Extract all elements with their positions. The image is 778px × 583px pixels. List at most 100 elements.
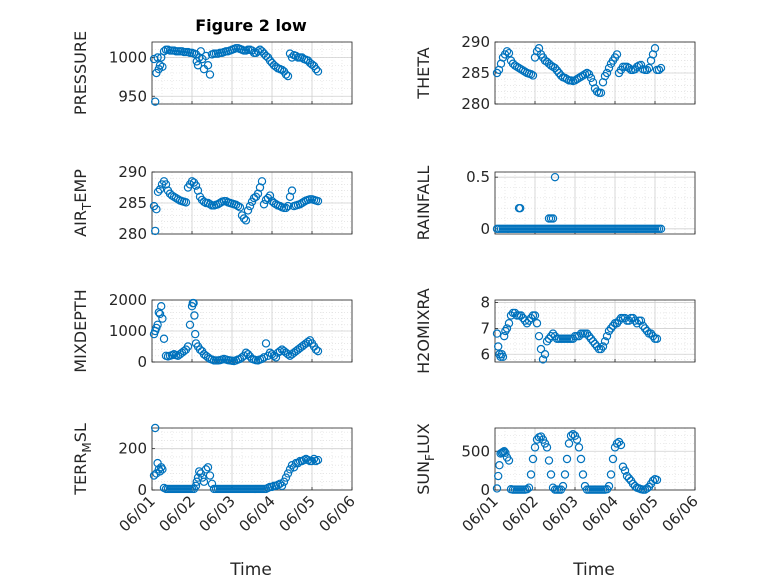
data-point xyxy=(546,470,556,479)
panel-rainfall: 0 0.5 RAINFALL xyxy=(414,166,696,241)
data-point xyxy=(640,324,650,333)
x-tick-label: 06/04 xyxy=(579,492,622,535)
data-point xyxy=(205,471,215,480)
data-point xyxy=(604,326,614,336)
x-axis-label-left: Time xyxy=(229,560,272,580)
data-point xyxy=(150,97,160,106)
data-point xyxy=(582,329,592,338)
data-point xyxy=(153,53,162,62)
data-point xyxy=(307,456,317,466)
data-point xyxy=(526,470,536,479)
x-axis-label-right: Time xyxy=(572,560,615,580)
data-point xyxy=(283,350,293,359)
data-point xyxy=(538,355,548,364)
data-point xyxy=(612,50,622,59)
y-axis-label: H2OMIXRA xyxy=(414,288,433,374)
data-point xyxy=(281,70,291,79)
y-tick-label: 500 xyxy=(461,442,490,460)
data-point xyxy=(309,454,319,464)
data-point xyxy=(191,181,201,190)
y-axis-label: TERRMSL xyxy=(71,423,94,496)
data-point xyxy=(198,473,207,482)
data-point xyxy=(265,191,275,200)
data-point xyxy=(243,206,253,215)
x-tick-label: 06/02 xyxy=(499,492,542,535)
data-point xyxy=(568,430,578,439)
data-point xyxy=(606,324,616,333)
data-point xyxy=(279,477,289,486)
data-point xyxy=(530,311,540,320)
data-point xyxy=(590,339,600,349)
data-point xyxy=(155,61,165,70)
data-point xyxy=(652,475,662,485)
data-point xyxy=(245,201,255,211)
data-point xyxy=(311,345,321,354)
data-point xyxy=(193,61,203,70)
y-tick-label: 1000 xyxy=(109,322,147,340)
data-point xyxy=(602,68,612,78)
data-point xyxy=(578,470,588,479)
data-point xyxy=(259,353,269,362)
data-point xyxy=(159,334,169,343)
y-tick-label: 280 xyxy=(118,225,147,243)
data-point xyxy=(532,319,542,328)
panel-terr-msl: 020006/0106/0206/0306/0406/0506/06TERRMS… xyxy=(71,423,359,535)
data-point xyxy=(548,214,558,223)
data-point xyxy=(564,439,574,448)
data-point xyxy=(588,337,598,346)
y-tick-label: 8 xyxy=(480,294,490,312)
data-point xyxy=(654,65,664,75)
axes-box xyxy=(151,41,353,105)
data-point xyxy=(281,203,291,213)
data-point xyxy=(544,456,554,465)
panel-mixdepth: 0 1000 2000 MIXDEPTH xyxy=(71,289,353,373)
data-point xyxy=(548,483,558,492)
data-point xyxy=(271,353,281,362)
data-point xyxy=(536,344,546,354)
y-tick-label: 0 xyxy=(137,353,147,371)
data-point xyxy=(528,71,538,80)
data-point xyxy=(502,324,512,333)
data-point xyxy=(159,47,169,56)
data-point xyxy=(582,68,592,78)
data-point xyxy=(624,63,634,73)
y-tick-label: 290 xyxy=(118,163,147,181)
data-point xyxy=(239,214,249,223)
data-point xyxy=(313,67,323,76)
data-point xyxy=(277,481,287,491)
x-tick-label: 06/02 xyxy=(156,492,199,535)
data-point xyxy=(155,185,165,194)
y-tick-label: 7 xyxy=(480,319,490,337)
data-point xyxy=(153,187,163,197)
data-point xyxy=(524,316,534,325)
x-tick-label: 06/03 xyxy=(196,492,239,535)
data-point xyxy=(596,88,606,98)
data-point xyxy=(562,74,572,84)
data-point xyxy=(598,342,608,351)
data-point xyxy=(191,481,201,491)
data-point xyxy=(152,204,161,214)
data-point xyxy=(215,198,225,208)
data-point xyxy=(502,47,512,56)
y-axis-label: RAINFALL xyxy=(414,166,433,241)
y-tick-label: 0 xyxy=(137,481,147,499)
data-point xyxy=(313,455,323,465)
data-point xyxy=(540,350,550,359)
data-point xyxy=(612,319,622,328)
panel-sun-flux: 050006/0106/0206/0306/0406/0506/06SUNFLU… xyxy=(414,423,702,535)
data-point xyxy=(275,346,285,356)
data-point xyxy=(528,454,538,464)
data-point xyxy=(646,329,656,338)
data-point xyxy=(233,201,243,211)
data-point xyxy=(584,331,594,341)
data-point xyxy=(149,471,159,480)
data-point xyxy=(638,321,648,331)
data-point xyxy=(562,454,572,464)
data-point xyxy=(524,483,534,492)
data-point xyxy=(281,473,291,482)
data-point xyxy=(558,481,568,491)
data-point xyxy=(494,342,503,351)
data-point xyxy=(492,329,502,338)
data-point xyxy=(275,479,285,488)
